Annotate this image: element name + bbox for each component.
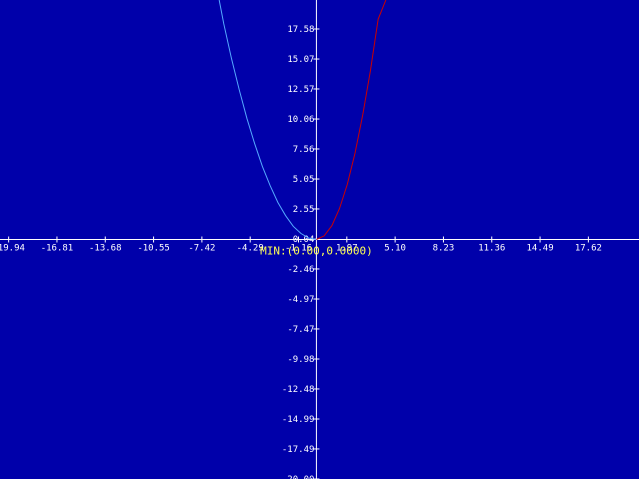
y-tick-label: -7.47 (287, 325, 314, 335)
x-tick-label: -16.81 (41, 244, 74, 254)
annotations: MIN:(0.00,0.0000) (260, 245, 373, 258)
y-tick-label: -4.97 (287, 295, 314, 305)
x-tick-label: 8.23 (433, 244, 455, 254)
x-tick-label: -1.16 (285, 244, 312, 254)
x-tick-label: -7.42 (188, 244, 215, 254)
y-tick-label: 15.07 (287, 55, 314, 65)
x-tick-label: 11.36 (478, 244, 505, 254)
y-tick-label: 12.57 (287, 85, 314, 95)
x-tick-label: -13.68 (89, 244, 122, 254)
x-tick-label: -4.29 (237, 244, 264, 254)
y-tick-label: -17.49 (282, 445, 315, 455)
curves (218, 0, 387, 240)
y-tick-label: -12.48 (282, 385, 315, 395)
curve-series-2 (316, 0, 387, 240)
y-axis-ticks: 17.58 15.07 12.57 10.06 7.56 5.05 2.55 0.04 -2.4… (282, 25, 320, 479)
y-tick-label: -14.99 (282, 415, 315, 425)
x-tick-label: 5.10 (384, 244, 406, 254)
y-tick-label: 2.55 (293, 205, 315, 215)
y-tick-label: 17.58 (287, 25, 314, 35)
x-tick-label: -19.94 (0, 244, 25, 254)
y-tick-label: -2.46 (287, 265, 314, 275)
y-tick-label: -9.98 (287, 355, 314, 365)
minimum-annotation: MIN:(0.00,0.0000) (260, 245, 373, 258)
y-tick-label: 0.04 (293, 235, 315, 245)
y-tick-label: -20.00 (282, 475, 315, 479)
y-tick-label: 5.05 (293, 175, 315, 185)
x-tick-label: 14.49 (527, 244, 554, 254)
x-axis-ticks: -19.94 -16.81 -13.68 -10.55 -7.42 -4.29 -1.16 1… (0, 236, 602, 254)
y-tick-label: 7.56 (293, 145, 315, 155)
y-tick-label: 10.06 (287, 115, 314, 125)
x-tick-label: 17.62 (575, 244, 602, 254)
x-tick-label: -10.55 (137, 244, 170, 254)
curve-series-1 (218, 0, 317, 240)
x-tick-label: 1.97 (336, 244, 358, 254)
